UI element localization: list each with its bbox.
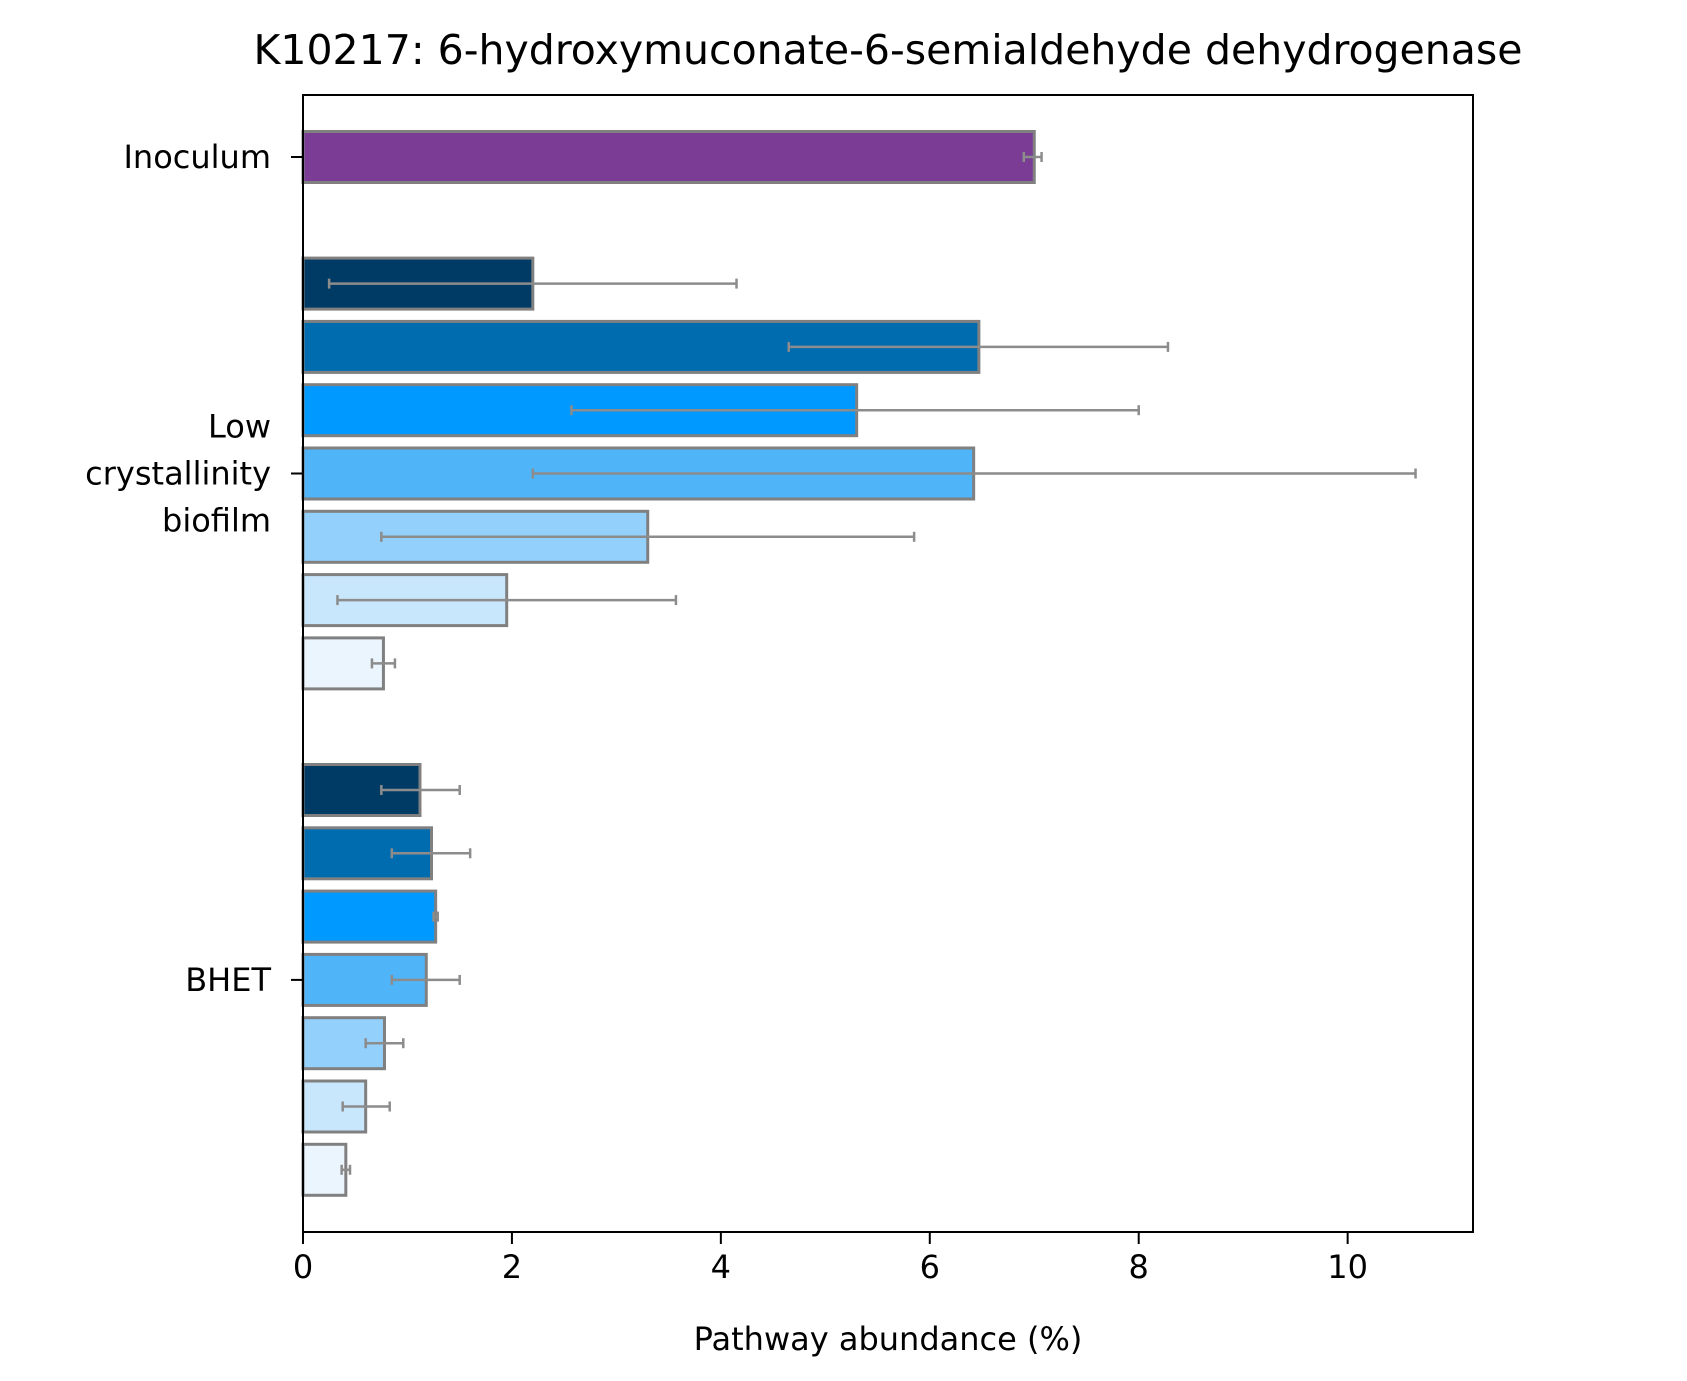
y-tick-label: BHET	[185, 961, 271, 999]
error-bar	[570, 405, 1140, 416]
error-bar	[341, 1101, 391, 1112]
y-axis: Inoculum Low crystallinity biofilm BHET	[85, 138, 303, 999]
error-bar	[390, 974, 461, 985]
y-tick-label: Inoculum	[123, 138, 271, 176]
chart-title: K10217: 6-hydroxymuconate-6-semialdehyde…	[254, 26, 1523, 74]
error-bars-layer	[327, 152, 1417, 1175]
plot-frame	[302, 94, 1474, 1233]
error-bar	[340, 1164, 352, 1175]
y-tick-label: crystallinity	[85, 455, 271, 493]
error-bar	[390, 848, 472, 859]
y-tick-label: Low	[208, 408, 271, 446]
error-bar	[380, 785, 461, 795]
x-tick-label: 2	[502, 1248, 522, 1286]
x-axis: 0 2 4 6 8 10	[293, 1232, 1368, 1286]
x-tick-label: 6	[920, 1248, 940, 1286]
x-tick-label: 10	[1327, 1248, 1368, 1286]
error-bar	[370, 658, 397, 669]
error-bar	[1022, 152, 1043, 162]
error-bar	[380, 531, 916, 542]
x-axis-label: Pathway abundance (%)	[694, 1320, 1083, 1358]
bar	[301, 130, 1036, 184]
error-bar	[336, 595, 678, 606]
bar	[301, 1142, 348, 1197]
x-tick-label: 8	[1129, 1248, 1149, 1286]
x-tick-label: 0	[293, 1248, 313, 1286]
y-tick-label: biofilm	[162, 502, 271, 540]
error-bar	[531, 468, 1417, 479]
error-bar	[432, 911, 440, 922]
x-tick-label: 4	[711, 1248, 731, 1286]
error-bar	[327, 278, 738, 289]
bar	[301, 889, 438, 944]
error-bar	[787, 341, 1170, 352]
error-bar	[364, 1038, 405, 1049]
